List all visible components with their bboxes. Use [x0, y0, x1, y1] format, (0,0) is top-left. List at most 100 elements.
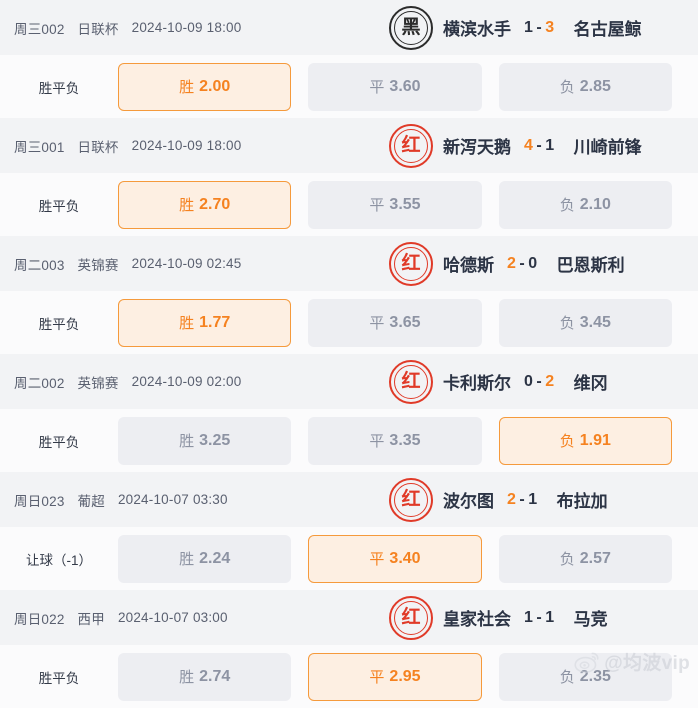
odds-option-name: 平 — [369, 197, 385, 214]
match-row[interactable]: 周三001 日联杯 2024-10-09 18:00 红 新泻天鹅 4-1 川崎前锋 — [0, 118, 698, 173]
odds-option-button[interactable]: 平 3.35 — [308, 416, 482, 465]
home-team-name: 哈德斯 — [443, 256, 494, 275]
odds-option-name: 胜 — [179, 79, 195, 96]
odds-option-name: 负 — [559, 669, 575, 686]
match-datetime: 2024-10-09 18:00 — [131, 20, 242, 35]
odds-option-button[interactable]: 负 3.45 — [498, 298, 672, 347]
match-row[interactable]: 周日023 葡超 2024-10-07 03:30 红 波尔图 2-1 布拉加 — [0, 472, 698, 527]
odds-option-value: 3.25 — [199, 431, 231, 449]
odds-option-value: 3.35 — [389, 431, 421, 449]
match-center: 红 波尔图 2-1 布拉加 — [389, 472, 608, 527]
odds-option-value: 2.24 — [199, 549, 231, 567]
match-row[interactable]: 周二002 英锦赛 2024-10-09 02:00 红 卡利斯尔 0-2 维冈 — [0, 354, 698, 409]
home-team-name: 卡利斯尔 — [443, 374, 511, 393]
odds-row: 胜平负 胜 2.74 平 2.95 负 2.35 — [0, 645, 698, 708]
match-id: 周日023 — [14, 493, 65, 509]
odds-option-button[interactable]: 负 1.91 — [498, 416, 672, 465]
odds-option-button[interactable]: 负 2.85 — [498, 62, 672, 111]
odds-cells: 胜 1.77 平 3.65 负 3.45 — [118, 298, 698, 347]
odds-option-value: 2.10 — [579, 195, 611, 213]
home-score: 2 — [507, 254, 517, 272]
away-score: 1 — [528, 490, 538, 508]
score-separator: - — [536, 372, 543, 390]
odds-option-name: 胜 — [179, 551, 195, 568]
odds-option-value: 3.60 — [389, 77, 421, 95]
odds-option-value: 3.40 — [389, 549, 421, 567]
teams: 哈德斯 2-0 巴恩斯利 — [443, 251, 625, 276]
match-center: 红 哈德斯 2-0 巴恩斯利 — [389, 236, 625, 291]
odds-cells: 胜 2.24 平 3.40 负 2.57 — [118, 534, 698, 583]
home-score: 1 — [524, 18, 534, 36]
home-team-name: 皇家社会 — [443, 610, 511, 629]
seal-character: 红 — [401, 370, 421, 392]
home-team-name: 横滨水手 — [443, 20, 511, 39]
match-meta: 周二003 英锦赛 2024-10-09 02:45 — [0, 254, 241, 274]
odds-option-name: 胜 — [179, 197, 195, 214]
odds-option-button[interactable]: 平 3.60 — [308, 62, 482, 111]
odds-cells: 胜 2.74 平 2.95 负 2.35 — [118, 652, 698, 701]
odds-option-button[interactable]: 平 3.65 — [308, 298, 482, 347]
odds-option-name: 胜 — [179, 433, 195, 450]
away-score: 0 — [528, 254, 538, 272]
match-meta: 周三001 日联杯 2024-10-09 18:00 — [0, 136, 241, 156]
score: 2-0 — [507, 255, 538, 273]
odds-option-value: 2.74 — [199, 667, 231, 685]
black-seal-icon: 黑 — [389, 5, 433, 50]
odds-option-button[interactable]: 负 2.57 — [498, 534, 672, 583]
market-label: 胜平负 — [38, 80, 80, 96]
odds-option-name: 平 — [369, 669, 385, 686]
odds-option-button[interactable]: 负 2.35 — [498, 652, 672, 701]
odds-option-name: 平 — [369, 551, 385, 568]
odds-option-value: 3.45 — [579, 313, 611, 331]
match-datetime: 2024-10-09 18:00 — [131, 138, 242, 153]
match-league: 日联杯 — [77, 139, 119, 155]
odds-option-button[interactable]: 胜 1.77 — [118, 298, 292, 347]
odds-option-button[interactable]: 平 3.40 — [308, 534, 482, 583]
odds-option-value: 3.55 — [389, 195, 421, 213]
away-team-name: 布拉加 — [556, 492, 608, 511]
score-separator: - — [536, 18, 543, 36]
home-score: 2 — [507, 490, 517, 508]
home-team-name: 波尔图 — [443, 492, 494, 511]
away-score: 3 — [545, 18, 555, 36]
match-center: 黑 横滨水手 1-3 名古屋鲸 — [389, 0, 642, 55]
odds-option-button[interactable]: 平 2.95 — [308, 652, 482, 701]
odds-option-value: 2.00 — [199, 77, 231, 95]
match-row[interactable]: 周二003 英锦赛 2024-10-09 02:45 红 哈德斯 2-0 巴恩斯利 — [0, 236, 698, 291]
score-separator: - — [536, 608, 543, 626]
match-row[interactable]: 周日022 西甲 2024-10-07 03:00 红 皇家社会 1-1 马竞 — [0, 590, 698, 645]
away-team-name: 巴恩斯利 — [556, 256, 625, 275]
odds-option-button[interactable]: 平 3.55 — [308, 180, 482, 229]
odds-option-button[interactable]: 胜 2.24 — [118, 534, 292, 583]
odds-cells: 胜 3.25 平 3.35 负 1.91 — [118, 416, 698, 465]
away-score: 1 — [545, 136, 555, 154]
away-team-name: 马竞 — [573, 610, 608, 629]
odds-row: 胜平负 胜 2.00 平 3.60 负 2.85 — [0, 55, 698, 118]
red-seal-icon: 红 — [389, 123, 433, 168]
odds-option-name: 负 — [559, 551, 575, 568]
odds-option-button[interactable]: 胜 2.00 — [118, 62, 292, 111]
score: 4-1 — [524, 137, 555, 155]
market-label: 让球（-1） — [25, 552, 92, 568]
seal-character: 黑 — [401, 16, 421, 38]
odds-option-button[interactable]: 胜 2.74 — [118, 652, 292, 701]
odds-option-name: 负 — [559, 79, 575, 96]
match-center: 红 新泻天鹅 4-1 川崎前锋 — [389, 118, 642, 173]
odds-option-button[interactable]: 负 2.10 — [498, 180, 672, 229]
odds-option-button[interactable]: 胜 2.70 — [118, 180, 292, 229]
odds-cells: 胜 2.70 平 3.55 负 2.10 — [118, 180, 698, 229]
odds-option-button[interactable]: 胜 3.25 — [118, 416, 292, 465]
match-meta: 周二002 英锦赛 2024-10-09 02:00 — [0, 372, 241, 392]
match-datetime: 2024-10-07 03:00 — [117, 610, 228, 625]
score: 0-2 — [524, 373, 555, 391]
market-label: 胜平负 — [38, 670, 80, 686]
odds-option-name: 平 — [369, 433, 385, 450]
odds-option-name: 负 — [559, 315, 575, 332]
match-row[interactable]: 周三002 日联杯 2024-10-09 18:00 黑 横滨水手 1-3 名古屋鲸 — [0, 0, 698, 55]
odds-option-value: 3.65 — [389, 313, 421, 331]
match-meta: 周日022 西甲 2024-10-07 03:00 — [0, 608, 228, 628]
away-team-name: 维冈 — [573, 374, 608, 393]
match-league: 葡超 — [77, 493, 105, 509]
odds-option-name: 平 — [369, 315, 385, 332]
